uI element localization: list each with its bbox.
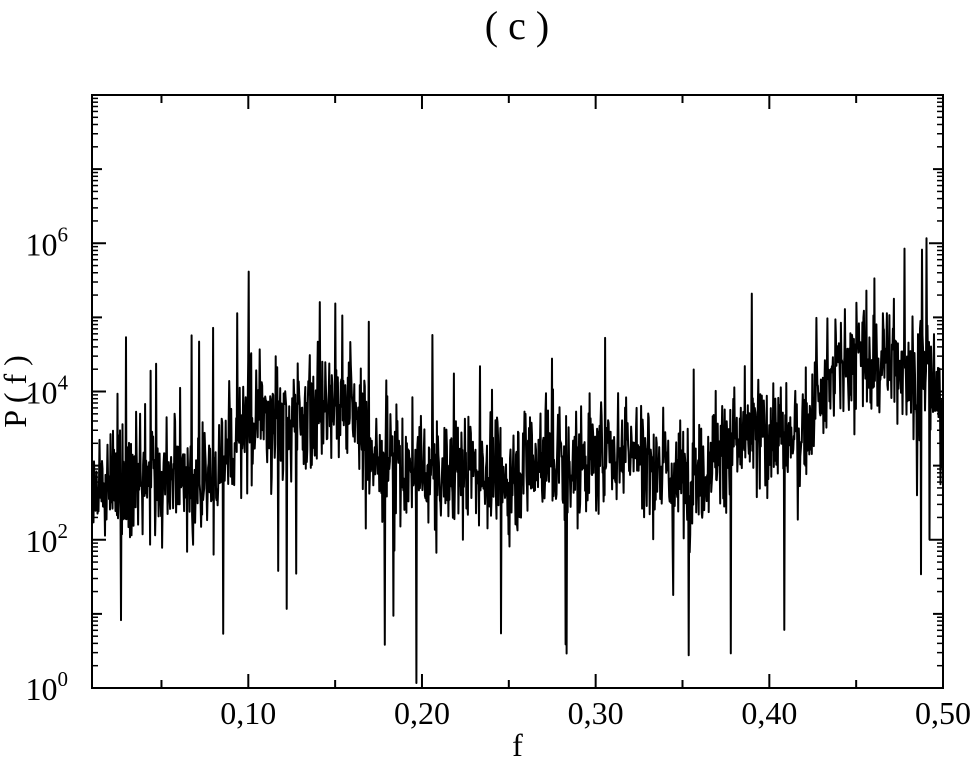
x-tick-label: 0,20 — [394, 695, 450, 731]
y-tick-label: 106 — [26, 222, 69, 262]
plot-frame — [91, 94, 944, 689]
data-layer — [91, 237, 944, 684]
y-axis-label: P ( f ) — [0, 355, 33, 428]
x-tick-label: 0,30 — [568, 695, 624, 731]
tick-labels: 0,10 0,20 0,30 0,40 0,50 100 102 104 106 — [26, 222, 972, 731]
x-tick-label: 0,50 — [915, 695, 971, 731]
spectrum-series-line — [91, 237, 944, 684]
y-tick-label: 104 — [26, 371, 69, 411]
x-tick-label: 0,40 — [741, 695, 797, 731]
y-tick-label: 102 — [26, 519, 69, 559]
chart-title: ( c ) — [484, 3, 550, 48]
y-tick-label: 100 — [26, 667, 69, 707]
x-axis-label: f — [512, 727, 523, 759]
x-tick-label: 0,10 — [220, 695, 276, 731]
